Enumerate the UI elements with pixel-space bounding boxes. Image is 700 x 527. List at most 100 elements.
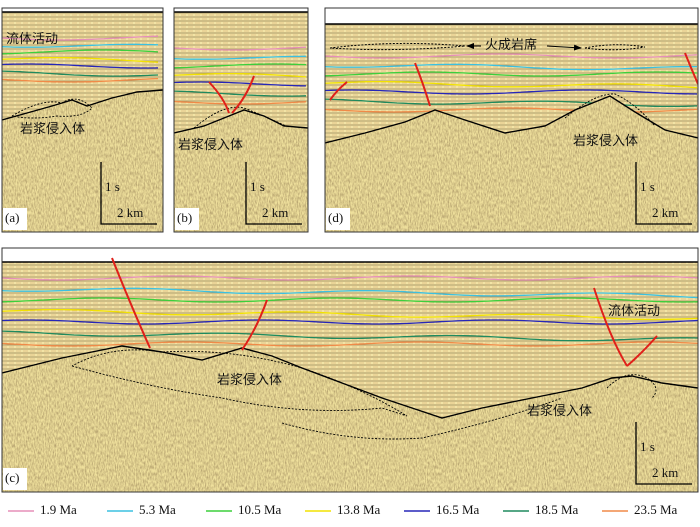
intrusion-outline xyxy=(11,98,93,119)
intrusion-outline xyxy=(193,106,287,129)
panel-label: (b) xyxy=(177,210,192,225)
horizon xyxy=(325,71,698,77)
horizon xyxy=(2,275,698,281)
top-water xyxy=(325,8,698,24)
fault xyxy=(208,81,230,114)
time-scale: 1 s xyxy=(250,179,265,194)
time-scale: 1 s xyxy=(640,179,655,194)
panel-border xyxy=(1,7,164,233)
annotation: 火成岩席 xyxy=(485,37,537,52)
fault xyxy=(241,299,268,351)
horizon xyxy=(2,297,698,303)
intrusion-outline xyxy=(281,397,563,440)
fault xyxy=(684,52,698,85)
seismic-section: 岩浆侵入体 1 s 2 km (b) xyxy=(174,8,308,232)
fault xyxy=(593,287,628,367)
horizon xyxy=(2,287,698,299)
distance-scale: 2 km xyxy=(652,205,678,220)
horizon xyxy=(2,319,698,325)
intrusion-outline xyxy=(564,93,656,127)
sill-outline xyxy=(329,42,466,51)
legend: 1.9 Ma 5.3 Ma 10.5 Ma 13.8 Ma 16.5 Ma 18.5 Ma… xyxy=(8,502,678,517)
horizon xyxy=(174,46,307,51)
horizon xyxy=(2,70,159,77)
label-box xyxy=(326,208,350,230)
top-water xyxy=(174,8,308,12)
top-water xyxy=(2,8,163,12)
legend-label: 5.3 Ma xyxy=(139,502,176,517)
time-scale: 1 s xyxy=(105,179,120,194)
annotation: 岩浆侵入体 xyxy=(178,137,243,152)
fault xyxy=(231,75,255,114)
horizons xyxy=(325,53,698,113)
horizon xyxy=(325,63,697,71)
horizon xyxy=(2,77,159,83)
horizons xyxy=(2,275,698,347)
horizon xyxy=(2,49,159,55)
fault xyxy=(414,62,431,107)
horizon xyxy=(2,35,159,41)
panel-label: (d) xyxy=(328,210,343,225)
horizon xyxy=(2,308,698,321)
panel-border xyxy=(1,247,699,493)
horizon xyxy=(174,90,307,97)
panel-border xyxy=(173,7,309,233)
annotation: 流体活动 xyxy=(608,303,660,318)
basement-top xyxy=(174,109,308,134)
horizon xyxy=(325,89,698,95)
basement-top xyxy=(2,89,163,121)
label-box xyxy=(3,208,27,230)
horizon xyxy=(174,72,307,78)
annotation: 岩浆侵入体 xyxy=(527,403,592,418)
annotation: 岩浆侵入体 xyxy=(20,121,85,136)
time-scale: 1 s xyxy=(640,439,655,454)
panel-border xyxy=(324,7,699,233)
horizon xyxy=(2,56,159,63)
horizon xyxy=(2,341,698,347)
fault xyxy=(111,257,151,349)
panel-label: (a) xyxy=(5,210,19,225)
annotation: 流体活动 xyxy=(6,31,58,46)
horizon xyxy=(325,98,698,108)
legend-label: 18.5 Ma xyxy=(535,502,579,517)
arrow xyxy=(546,44,582,51)
distance-scale: 2 km xyxy=(117,205,143,220)
sill-outline xyxy=(584,44,646,51)
top-water xyxy=(2,248,698,262)
legend-label: 1.9 Ma xyxy=(40,502,77,517)
panel-label: (c) xyxy=(5,470,19,485)
legend-label: 13.8 Ma xyxy=(337,502,381,517)
fault xyxy=(626,335,658,367)
horizon xyxy=(325,53,698,59)
label-box xyxy=(175,208,199,230)
label-box xyxy=(3,468,27,490)
distance-scale: 2 km xyxy=(262,205,288,220)
horizon xyxy=(174,63,307,69)
scale-bar xyxy=(635,422,692,485)
horizon xyxy=(174,81,307,87)
distance-scale: 2 km xyxy=(652,465,678,480)
basement-texture xyxy=(2,90,163,232)
basement-top xyxy=(2,345,698,419)
horizon xyxy=(2,330,698,342)
horizons xyxy=(2,35,159,83)
fault xyxy=(329,81,348,101)
horizon xyxy=(174,55,307,60)
annotation: 岩浆侵入体 xyxy=(573,133,638,148)
intrusion-outline xyxy=(71,349,408,417)
panel: 岩浆侵入体 1 s 2 km (b) xyxy=(173,7,309,233)
scale-bar xyxy=(635,162,692,225)
legend-label: 16.5 Ma xyxy=(436,502,480,517)
horizon xyxy=(325,80,698,89)
legend-label: 10.5 Ma xyxy=(238,502,282,517)
annotation: 岩浆侵入体 xyxy=(217,372,282,387)
intrusion-outline xyxy=(606,374,657,399)
horizons xyxy=(174,46,307,105)
basement-top xyxy=(325,95,698,144)
scale-bar xyxy=(100,162,157,225)
